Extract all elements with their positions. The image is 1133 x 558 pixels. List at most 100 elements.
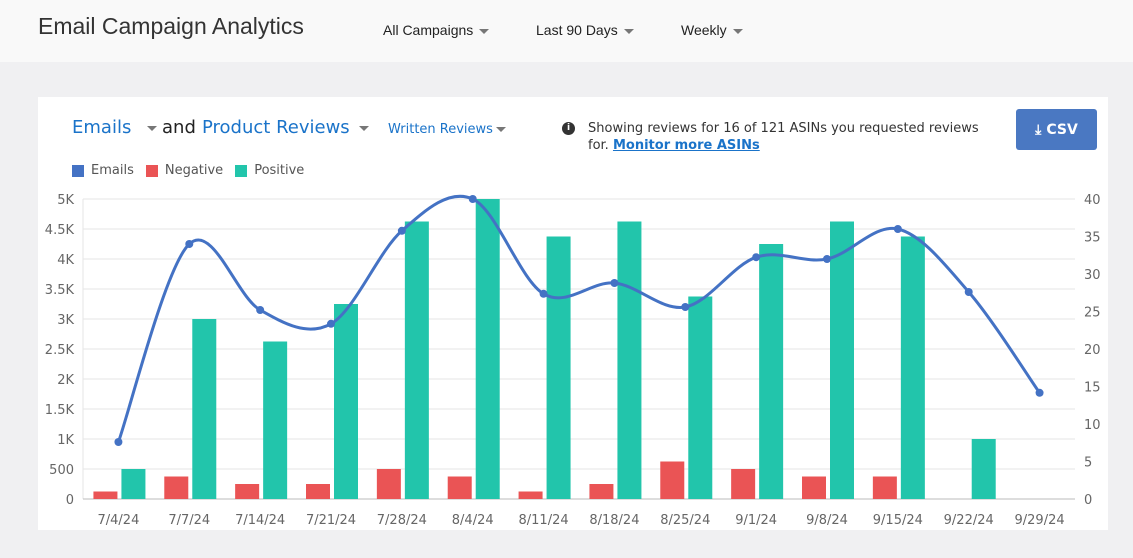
left-axis-tick: 0 [66, 493, 74, 508]
bar-positive [263, 341, 288, 499]
legend-swatch [235, 164, 248, 177]
legend-swatch [72, 164, 84, 177]
x-axis-tick: 7/14/24 [235, 513, 285, 528]
right-metric-label: Product Reviews [202, 117, 350, 138]
interval-dropdown[interactable]: Weekly [681, 22, 743, 38]
download-icon: ⤓ [1035, 121, 1042, 138]
emails-point [327, 319, 335, 328]
bar-positive [830, 221, 854, 499]
bar-positive [404, 221, 429, 499]
right-metric-dropdown[interactable]: Product Reviews [202, 117, 369, 138]
bar-positive [617, 221, 642, 499]
campaign-filter-dropdown[interactable]: All Campaigns [383, 22, 490, 38]
emails-point [610, 279, 619, 287]
x-axis-tick: 8/25/24 [660, 513, 710, 528]
emails-point [752, 253, 761, 262]
emails-point [539, 289, 548, 298]
bar-positive [688, 296, 713, 499]
csv-download-button[interactable]: ⤓ CSV [1016, 109, 1097, 150]
top-bar: Email Campaign Analytics All Campaigns L… [0, 0, 1133, 62]
left-metric-label: Emails [72, 117, 132, 138]
emails-point [681, 303, 690, 311]
legend-negative[interactable]: Negative [145, 163, 224, 178]
campaign-filter-label: All Campaigns [383, 22, 474, 38]
left-axis-tick: 5K [57, 193, 74, 208]
legend-label: Negative [164, 163, 224, 178]
date-range-label: Last 90 Days [536, 22, 618, 38]
right-axis-tick: 20 [1084, 343, 1101, 358]
legend-emails[interactable]: Emails [72, 163, 134, 178]
x-axis-tick: 7/21/24 [306, 513, 356, 528]
bar-negative [589, 484, 614, 499]
page-title: Email Campaign Analytics [38, 13, 304, 39]
info-icon: i [562, 122, 575, 135]
bar-positive [121, 469, 146, 499]
left-axis-tick: 2.5K [45, 343, 75, 358]
emails-point [185, 240, 194, 248]
emails-point [823, 255, 831, 263]
left-axis-tick: 1K [57, 433, 74, 448]
bar-positive [900, 236, 925, 499]
bar-negative [164, 476, 189, 499]
monitor-more-asins-link[interactable]: Monitor more ASINs [612, 138, 760, 153]
x-axis-tick: 9/22/24 [944, 513, 994, 528]
x-axis-tick: 9/1/24 [735, 513, 777, 528]
emails-point [114, 438, 123, 446]
left-axis-tick: 3.5K [45, 283, 75, 298]
review-type-dropdown[interactable]: Written Reviews [388, 122, 506, 137]
right-axis-tick: 5 [1084, 456, 1092, 471]
x-axis-tick: 8/11/24 [519, 513, 569, 528]
chevron-down-icon [732, 28, 743, 34]
bar-positive [971, 439, 996, 499]
x-axis-tick: 7/28/24 [377, 513, 427, 528]
left-metric-dropdown[interactable]: Emails [72, 117, 158, 138]
bar-negative [872, 476, 897, 499]
right-axis-tick: 40 [1084, 193, 1101, 208]
csv-label: CSV [1046, 121, 1078, 138]
interval-label: Weekly [681, 22, 727, 38]
bar-positive [334, 304, 358, 499]
emails-point [964, 288, 973, 296]
chevron-down-icon [479, 28, 490, 34]
legend-positive[interactable]: Positive [235, 163, 304, 178]
legend-swatch [145, 164, 158, 177]
right-axis-tick: 0 [1084, 493, 1092, 508]
left-axis-tick: 2K [57, 373, 74, 388]
emails-point [468, 195, 477, 203]
bar-negative [376, 469, 401, 499]
review-type-label: Written Reviews [388, 122, 493, 137]
left-axis-tick: 1.5K [45, 403, 75, 418]
asin-info: i Showing reviews for 16 of 121 ASINs yo… [562, 120, 984, 154]
chart-legend: Emails Negative Positive [72, 163, 304, 178]
date-range-dropdown[interactable]: Last 90 Days [536, 22, 634, 38]
bar-positive [192, 319, 217, 499]
connector-text: and [162, 117, 196, 138]
bar-negative [731, 469, 756, 499]
bar-positive [759, 244, 784, 499]
x-axis-tick: 9/8/24 [806, 513, 848, 528]
info-text: Showing reviews for 16 of 121 ASINs you … [588, 121, 979, 153]
right-axis-tick: 25 [1084, 306, 1101, 321]
x-axis-tick: 9/29/24 [1015, 513, 1065, 528]
bar-positive [475, 199, 500, 499]
bar-positive [546, 236, 571, 499]
bar-negative [802, 476, 826, 499]
chevron-down-icon [147, 125, 158, 131]
left-axis-tick: 4K [57, 253, 74, 268]
right-axis-tick: 30 [1084, 268, 1101, 283]
left-axis-tick: 3K [57, 313, 74, 328]
chevron-down-icon [495, 127, 506, 132]
bar-negative [660, 461, 685, 499]
left-axis-tick: 500 [49, 463, 74, 478]
right-axis-tick: 35 [1084, 231, 1101, 246]
emails-point [1035, 388, 1044, 397]
emails-point [893, 225, 902, 233]
emails-point [397, 226, 406, 235]
bar-negative [235, 484, 260, 499]
bar-negative [306, 484, 330, 499]
emails-point [256, 306, 265, 314]
chart-card: Emails and Product Reviews Written Revie… [38, 97, 1108, 530]
x-axis-tick: 8/4/24 [452, 513, 494, 528]
bar-negative [518, 491, 543, 499]
